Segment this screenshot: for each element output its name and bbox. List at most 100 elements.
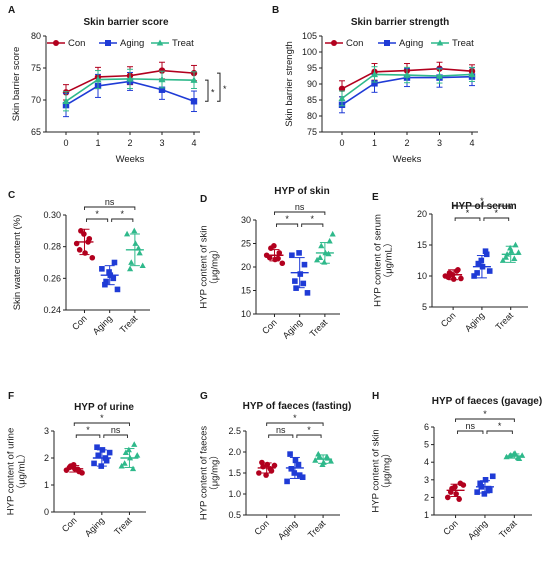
panel-b-series-con-legend-marker [331, 40, 337, 46]
panel-h-y-axis-title-line: HYP content of skin [371, 429, 382, 512]
panel-g-group-con-point [263, 472, 269, 478]
panel-h-group-treat-point [514, 454, 522, 461]
panel-b-y-tick-label: 100 [302, 47, 317, 57]
panel-c-y-tick-label: 0.26 [43, 273, 61, 283]
panel-d-y-tick-label: 10 [241, 309, 251, 319]
panel-h-comparison-bracket [457, 430, 484, 434]
panel-e-comparison-bracket [452, 205, 512, 209]
panel-b-series-treat-point [468, 70, 476, 78]
panel-c-group-aging-point [111, 259, 118, 266]
panel-b-series-aging-legend-label: Aging [399, 38, 423, 49]
panel-h-y-tick-label: 5 [424, 440, 429, 450]
panel-b-series-con-point [338, 85, 346, 93]
panel-g-comparison-bracket [268, 434, 294, 438]
panel-b-x-tick-label: 3 [437, 138, 442, 148]
panel-c-group-aging-point [103, 278, 109, 285]
panel-h-y-tick-label: 4 [424, 457, 429, 467]
panel-e-y-tick-label: 20 [417, 209, 427, 219]
panel-h-y-tick-label: 2 [424, 492, 429, 502]
panel-d-group-treat-point [314, 256, 321, 263]
panel-a-series-treat-legend-marker [156, 39, 164, 46]
panel-f-comparison-label: * [100, 413, 104, 423]
panel-d-y-axis-title: HYP content of skin（μg/mg） [199, 225, 221, 308]
panel-g-x-tick-label: Con [252, 518, 271, 537]
panel-c-group-con-point [81, 231, 87, 237]
panel-a-series-treat-legend-label: Treat [172, 38, 194, 49]
panel-c-comparison-bracket [84, 206, 136, 210]
panel-f-group-aging-point [94, 444, 100, 450]
panel-e-group-aging-point [482, 248, 489, 254]
panel-d-group-aging-point [304, 290, 311, 296]
panel-g-y-tick-label: 2.0 [228, 447, 241, 457]
panel-g-comparison-label: * [307, 425, 311, 435]
panel-b-y-tick-label: 95 [307, 63, 317, 73]
panel-a-y-tick-label: 80 [31, 31, 41, 41]
panel-c-group-aging-point [114, 286, 121, 293]
panel-e-group-treat-point [508, 247, 515, 254]
panel-b-y-tick-label: 90 [307, 79, 317, 89]
panel-h-group-aging-point [481, 491, 488, 497]
panel-e-comparison-label: * [466, 208, 470, 218]
panel-f-comparison-bracket [75, 434, 101, 438]
panel-g-letter: G [200, 391, 208, 402]
panel-b-x-tick-label: 4 [469, 138, 474, 148]
panel-g-title: HYP of faeces (fasting) [243, 401, 352, 412]
panel-e-x-tick-label: Treat [493, 310, 515, 332]
panel-e-group-aging-point [486, 268, 493, 274]
panel-e-y-tick-label: 5 [422, 302, 427, 312]
panel-h: H HYP of faeces (gavage) 1 2 3 4 5 6 HYP content… [371, 391, 543, 542]
panel-c-group-treat-point [127, 265, 134, 272]
panel-b-x-tick-label: 1 [372, 138, 377, 148]
panel-h-y-tick-label: 6 [424, 422, 429, 432]
panel-f-group-aging-point [95, 452, 102, 459]
panel-h-x-tick-label: Con [441, 518, 460, 537]
panel-g-group-treat-point [323, 453, 330, 460]
panel-f-comparison-label: ns [111, 425, 121, 435]
panel-h-comparison-label: * [498, 421, 502, 431]
panel-c-y-axis-title-line: Skin water content (%) [12, 215, 23, 311]
panel-e-comparison-label: * [495, 208, 499, 218]
panel-c-x-tick-label: Treat [118, 313, 140, 335]
panel-f-title: HYP of urine [74, 402, 134, 413]
panel-b-title: Skin barrier strength [351, 17, 449, 28]
panel-g-group-aging-point [291, 470, 298, 476]
panel-e-group-aging-point [475, 260, 482, 267]
panel-b-series-treat-point [338, 94, 346, 102]
panel-c-group-treat-point [128, 259, 135, 265]
panel-d-group-aging-point [289, 252, 295, 259]
panel-g-group-aging-point [287, 451, 293, 457]
panel-h-group-con-point [460, 482, 467, 488]
panel-d-y-tick-label: 15 [241, 286, 251, 296]
panel-a-series-treat-point [158, 75, 166, 83]
panel-b-y-tick-label: 105 [302, 31, 317, 41]
panel-d-y-axis-title-line: （μg/mg） [209, 244, 221, 290]
panel-d-x-tick-label: Treat [308, 317, 330, 339]
panel-g-group-con-point [271, 462, 278, 469]
panel-e-group-aging-point [478, 257, 485, 264]
panel-a-title: Skin barrier score [83, 17, 168, 28]
panel-b-y-axis-title: Skin barrier strength [284, 41, 295, 127]
panel-h-group-aging-point [474, 489, 480, 495]
panel-d-group-con-point [266, 254, 273, 261]
panel-e-x-tick-label: Con [439, 310, 458, 329]
panel-e-group-treat-point [507, 244, 514, 251]
panel-f-group-treat-point [121, 460, 128, 466]
panel-d-group-treat-point [317, 254, 324, 260]
panel-g: G HYP of faeces (fasting) 0.5 1.0 1.5 2.0 2.5 H… [199, 391, 352, 542]
panel-g-y-tick-label: 1.5 [228, 468, 241, 478]
panel-f-x-tick-label: Con [60, 515, 79, 534]
panel-d-y-tick-label: 30 [241, 215, 251, 225]
panel-c-y-tick-label: 0.28 [43, 242, 61, 252]
panel-d-comparison-bracket [274, 211, 326, 215]
panel-c-group-aging-point [106, 269, 112, 275]
panel-a-bracket [217, 72, 221, 102]
panel-h-group-con-point [452, 484, 458, 490]
panel-c-comparison-bracket [86, 218, 109, 222]
panel-a-letter: A [8, 5, 15, 16]
panel-f-group-treat-point [131, 441, 138, 447]
panel-e-x-tick-label: Aging [463, 310, 486, 333]
panel-d-y-tick-label: 25 [241, 239, 251, 249]
panel-e-group-con-point [458, 275, 464, 282]
panel-e-group-treat-point [511, 255, 518, 262]
panel-h-comparison-label: ns [466, 421, 476, 431]
